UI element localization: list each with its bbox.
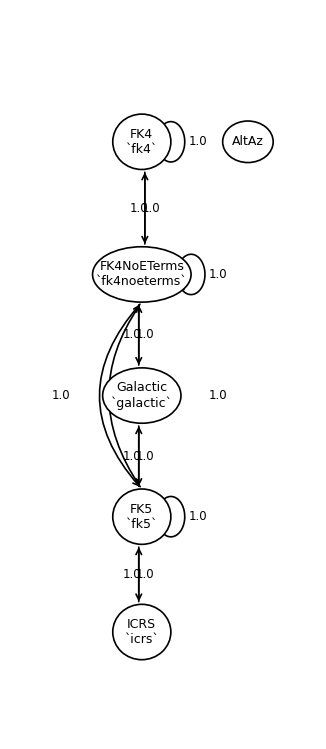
Text: 1.0: 1.0 bbox=[136, 568, 155, 580]
Text: FK4NoETerms
`fk4noeterms`: FK4NoETerms `fk4noeterms` bbox=[96, 261, 187, 288]
Ellipse shape bbox=[223, 121, 273, 163]
Ellipse shape bbox=[103, 368, 181, 423]
Text: 1.0: 1.0 bbox=[188, 510, 207, 523]
Text: FK4
`fk4`: FK4 `fk4` bbox=[126, 128, 158, 156]
Text: AltAz: AltAz bbox=[232, 136, 264, 148]
Ellipse shape bbox=[93, 246, 191, 302]
Text: 1.0: 1.0 bbox=[209, 268, 228, 281]
Ellipse shape bbox=[113, 114, 171, 169]
Text: 1.0: 1.0 bbox=[129, 201, 148, 215]
Text: FK5
`fk5`: FK5 `fk5` bbox=[126, 503, 158, 530]
Text: 1.0: 1.0 bbox=[136, 449, 155, 463]
Ellipse shape bbox=[113, 489, 171, 545]
Text: 1.0: 1.0 bbox=[208, 389, 227, 402]
Text: 1.0: 1.0 bbox=[123, 329, 142, 342]
Text: ICRS
`icrs`: ICRS `icrs` bbox=[125, 618, 159, 646]
Text: 1.0: 1.0 bbox=[52, 389, 70, 402]
Text: Galactic
`galactic`: Galactic `galactic` bbox=[111, 381, 173, 410]
Text: 1.0: 1.0 bbox=[188, 136, 207, 148]
Text: 1.0: 1.0 bbox=[123, 449, 142, 463]
Text: 1.0: 1.0 bbox=[142, 201, 160, 215]
Text: 1.0: 1.0 bbox=[136, 329, 155, 342]
Ellipse shape bbox=[113, 604, 171, 660]
Text: 1.0: 1.0 bbox=[123, 568, 142, 580]
